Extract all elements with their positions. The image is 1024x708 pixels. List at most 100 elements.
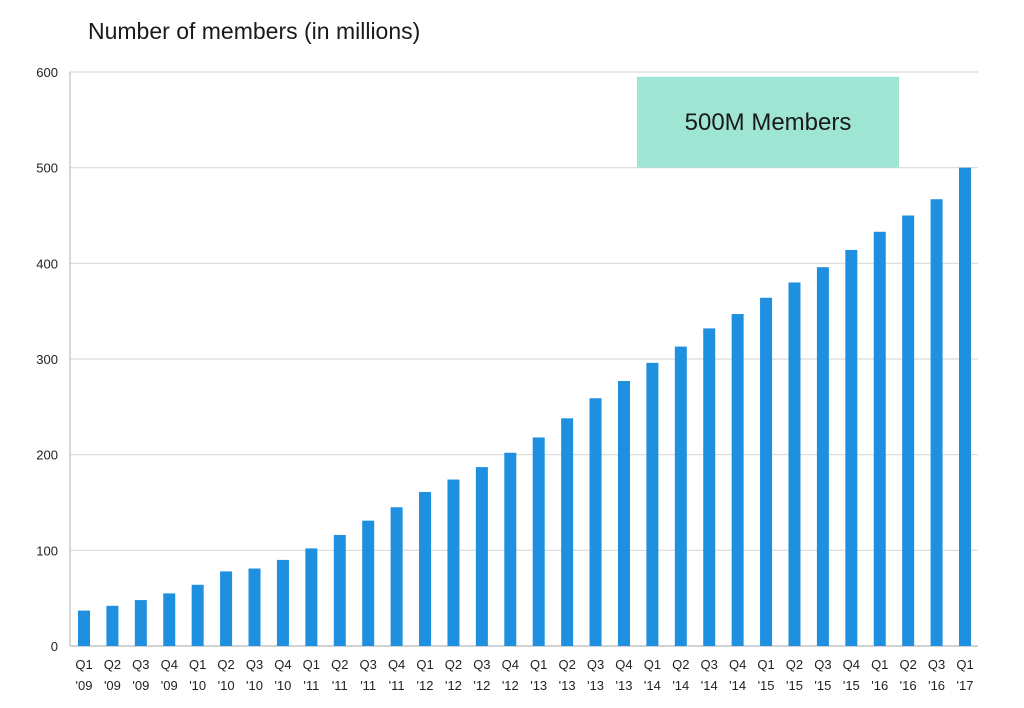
x-tick-label-year: '14 bbox=[701, 678, 718, 693]
bar bbox=[703, 328, 716, 646]
bar bbox=[589, 398, 602, 646]
x-tick-label-quarter: Q3 bbox=[246, 657, 263, 672]
x-tick-label-year: '15 bbox=[758, 678, 775, 693]
x-tick-label-quarter: Q1 bbox=[189, 657, 206, 672]
bar bbox=[760, 297, 773, 646]
x-tick-label-quarter: Q2 bbox=[899, 657, 916, 672]
bar bbox=[163, 593, 176, 646]
bar bbox=[532, 437, 545, 646]
x-tick-label-year: '09 bbox=[161, 678, 178, 693]
x-tick-label-year: '13 bbox=[615, 678, 632, 693]
bar bbox=[362, 520, 375, 646]
x-tick-label-year: '14 bbox=[672, 678, 689, 693]
x-tick-label-quarter: Q1 bbox=[303, 657, 320, 672]
x-tick-label-year: '11 bbox=[332, 678, 348, 693]
x-tick-label-year: '09 bbox=[76, 678, 93, 693]
bar bbox=[419, 491, 432, 646]
bar bbox=[674, 346, 687, 646]
bar bbox=[959, 167, 971, 646]
bar bbox=[191, 584, 204, 646]
x-tick-label-quarter: Q2 bbox=[445, 657, 462, 672]
x-tick-label-quarter: Q3 bbox=[132, 657, 149, 672]
x-tick-label-quarter: Q4 bbox=[843, 657, 860, 672]
x-tick-label-quarter: Q4 bbox=[388, 657, 405, 672]
x-tick-label-quarter: Q2 bbox=[558, 657, 575, 672]
bar bbox=[333, 535, 346, 646]
x-tick-label-quarter: Q2 bbox=[217, 657, 234, 672]
bar bbox=[816, 267, 829, 646]
bar bbox=[390, 507, 403, 646]
bar bbox=[475, 467, 488, 646]
x-tick-label-year: '15 bbox=[814, 678, 831, 693]
x-tick-label-quarter: Q3 bbox=[587, 657, 604, 672]
x-tick-label-quarter: Q2 bbox=[104, 657, 121, 672]
x-tick-label-year: '10 bbox=[246, 678, 263, 693]
x-tick-label-year: '17 bbox=[957, 678, 974, 693]
bar bbox=[930, 199, 943, 646]
x-tick-label-year: '16 bbox=[871, 678, 888, 693]
x-tick-label-quarter: Q4 bbox=[502, 657, 519, 672]
x-tick-label-quarter: Q4 bbox=[274, 657, 291, 672]
bar bbox=[78, 610, 90, 646]
x-tick-label-quarter: Q4 bbox=[161, 657, 178, 672]
x-tick-label-year: '09 bbox=[104, 678, 121, 693]
y-tick-label: 400 bbox=[36, 256, 58, 271]
x-tick-label-quarter: Q1 bbox=[757, 657, 774, 672]
y-tick-label: 0 bbox=[51, 639, 58, 654]
x-tick-label-year: '11 bbox=[360, 678, 376, 693]
bar bbox=[646, 362, 659, 646]
bar bbox=[788, 282, 801, 646]
x-tick-label-quarter: Q1 bbox=[530, 657, 547, 672]
x-tick-label-quarter: Q3 bbox=[473, 657, 490, 672]
x-tick-label-quarter: Q4 bbox=[615, 657, 632, 672]
y-tick-label: 500 bbox=[36, 161, 58, 176]
x-tick-label-quarter: Q3 bbox=[928, 657, 945, 672]
chart-title: Number of members (in millions) bbox=[88, 18, 421, 44]
x-tick-label-year: '10 bbox=[218, 678, 235, 693]
x-tick-label-quarter: Q1 bbox=[956, 657, 973, 672]
annotation-label: 500M Members bbox=[685, 109, 852, 136]
x-tick-label-year: '12 bbox=[502, 678, 519, 693]
annotation-box bbox=[637, 76, 899, 168]
x-tick-label-year: '10 bbox=[274, 678, 291, 693]
x-tick-label-quarter: Q2 bbox=[672, 657, 689, 672]
y-tick-label: 600 bbox=[36, 65, 58, 80]
x-tick-label-quarter: Q3 bbox=[814, 657, 831, 672]
x-tick-label-quarter: Q2 bbox=[786, 657, 803, 672]
x-tick-label-year: '14 bbox=[729, 678, 746, 693]
x-tick-label-year: '13 bbox=[559, 678, 576, 693]
bar bbox=[134, 600, 147, 646]
x-tick-label-year: '11 bbox=[303, 678, 319, 693]
x-tick-label-year: '09 bbox=[132, 678, 149, 693]
bar bbox=[106, 605, 119, 646]
y-tick-label: 300 bbox=[36, 352, 58, 367]
bar bbox=[873, 231, 886, 646]
x-tick-label-year: '16 bbox=[900, 678, 917, 693]
bar bbox=[276, 559, 289, 646]
x-tick-label-quarter: Q2 bbox=[331, 657, 348, 672]
x-tick-label-year: '10 bbox=[189, 678, 206, 693]
x-tick-label-year: '12 bbox=[445, 678, 462, 693]
x-tick-label-year: '13 bbox=[530, 678, 547, 693]
x-tick-label-quarter: Q1 bbox=[871, 657, 888, 672]
bar bbox=[220, 571, 233, 646]
bar bbox=[248, 568, 261, 646]
x-tick-label-quarter: Q3 bbox=[701, 657, 718, 672]
bar bbox=[561, 418, 574, 646]
x-tick-label-year: '15 bbox=[843, 678, 860, 693]
x-tick-label-year: '14 bbox=[644, 678, 661, 693]
x-tick-label-year: '13 bbox=[587, 678, 604, 693]
bar bbox=[902, 215, 915, 646]
x-tick-label-quarter: Q4 bbox=[729, 657, 746, 672]
x-tick-label-year: '11 bbox=[389, 678, 405, 693]
x-tick-label-quarter: Q1 bbox=[416, 657, 433, 672]
bar bbox=[447, 479, 460, 646]
x-tick-label-year: '12 bbox=[417, 678, 434, 693]
bar bbox=[504, 452, 517, 646]
x-tick-label-quarter: Q1 bbox=[75, 657, 92, 672]
x-tick-label-year: '15 bbox=[786, 678, 803, 693]
bar bbox=[731, 314, 744, 646]
x-tick-label-quarter: Q1 bbox=[644, 657, 661, 672]
